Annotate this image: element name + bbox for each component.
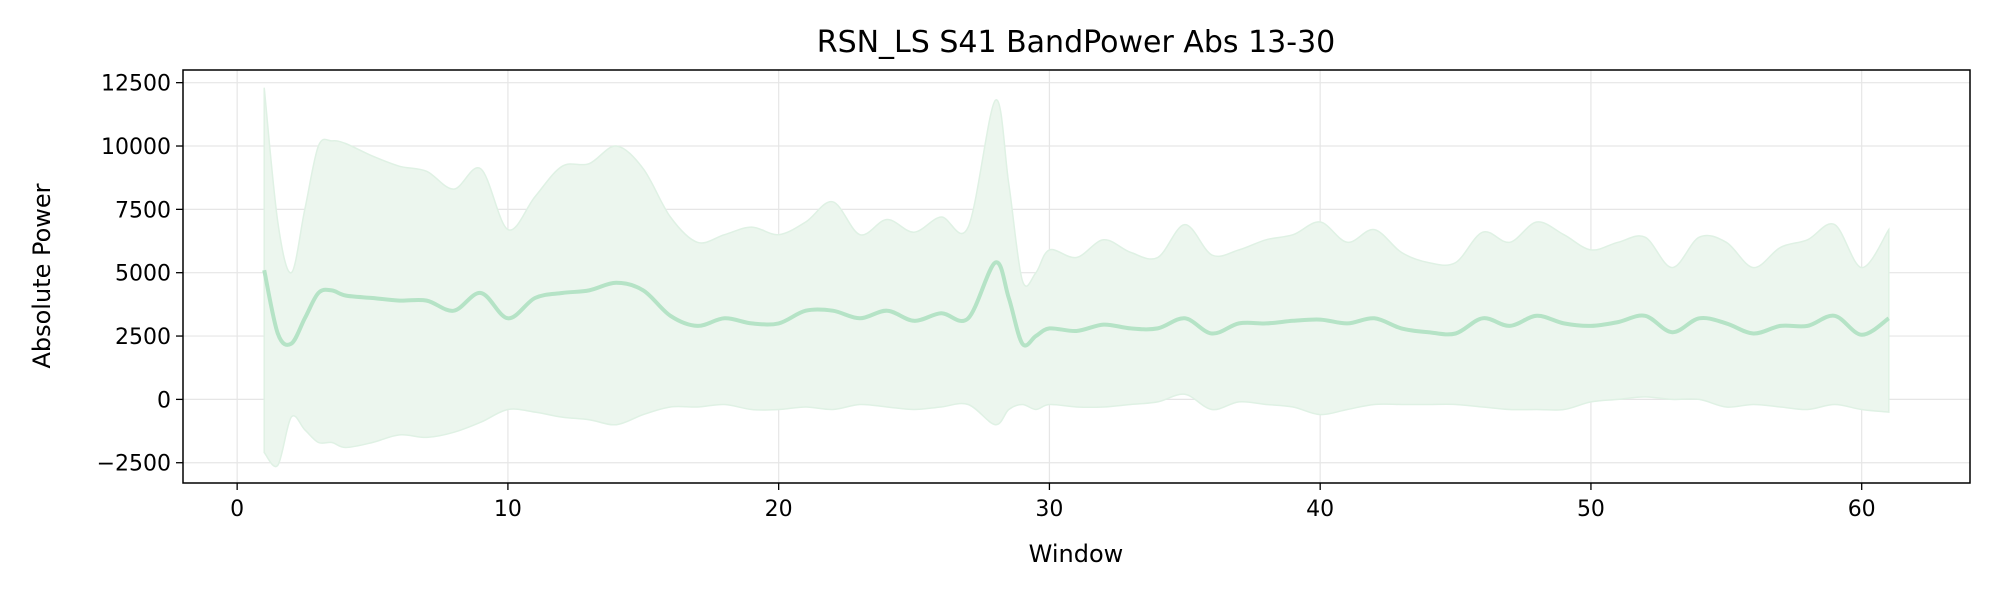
x-tick-label: 60 [1848, 497, 1876, 522]
y-tick-label: 7500 [115, 198, 171, 223]
y-tick-label: 10000 [101, 135, 171, 160]
y-tick-label: 5000 [115, 262, 171, 287]
x-tick-label: 10 [494, 497, 522, 522]
y-tick-label: 2500 [115, 325, 171, 350]
x-axis: 0 10 20 30 40 50 60 [230, 483, 1876, 522]
x-axis-title: Window [1029, 540, 1124, 568]
chart-title: RSN_LS S41 BandPower Abs 13-30 [817, 25, 1336, 60]
x-tick-label: 40 [1306, 497, 1334, 522]
x-tick-label: 0 [230, 497, 244, 522]
x-tick-label: 20 [765, 497, 793, 522]
y-tick-label: 12500 [101, 72, 171, 97]
y-axis: −2500 0 2500 5000 7500 10000 12500 [97, 72, 183, 477]
y-tick-label: 0 [157, 388, 171, 413]
y-tick-label: −2500 [97, 452, 171, 477]
mean-line [262, 260, 1890, 348]
x-tick-label: 50 [1577, 497, 1605, 522]
std-band [263, 87, 1890, 468]
y-axis-title: Absolute Power [28, 183, 56, 368]
x-tick-label: 30 [1035, 497, 1063, 522]
axes-frame [182, 69, 1971, 484]
